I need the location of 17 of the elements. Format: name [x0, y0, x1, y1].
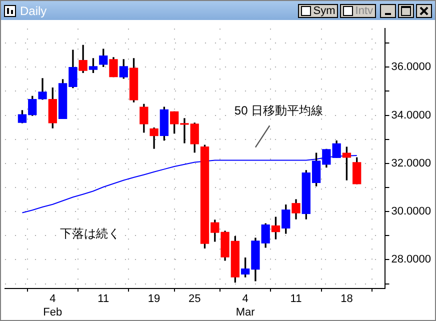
y-tick-label: 32.0000 — [391, 157, 432, 170]
y-tick-label: 34.0000 — [391, 109, 432, 122]
annotation: 50 日移動平均線 — [234, 104, 324, 118]
x-tick-label: 11 — [98, 293, 110, 306]
x-tick-label: 19 — [148, 293, 160, 306]
chart-title: Daily — [20, 4, 48, 18]
annotation: 下落は続く — [60, 226, 120, 241]
y-tick-label: 28.0000 — [391, 254, 432, 266]
x-tick-label: 4 Feb — [43, 293, 62, 318]
y-tick-label: 36.0000 — [391, 61, 432, 74]
x-tick-label: 11 — [290, 293, 302, 306]
x-tick-label: 4 Mar — [236, 293, 256, 318]
x-tick-label: 18 — [340, 293, 353, 306]
y-tick-label: 30.0000 — [391, 206, 432, 218]
x-tick-label: 25 — [188, 293, 201, 306]
text: Sym — [298, 4, 338, 18]
text: Intv — [340, 4, 376, 18]
